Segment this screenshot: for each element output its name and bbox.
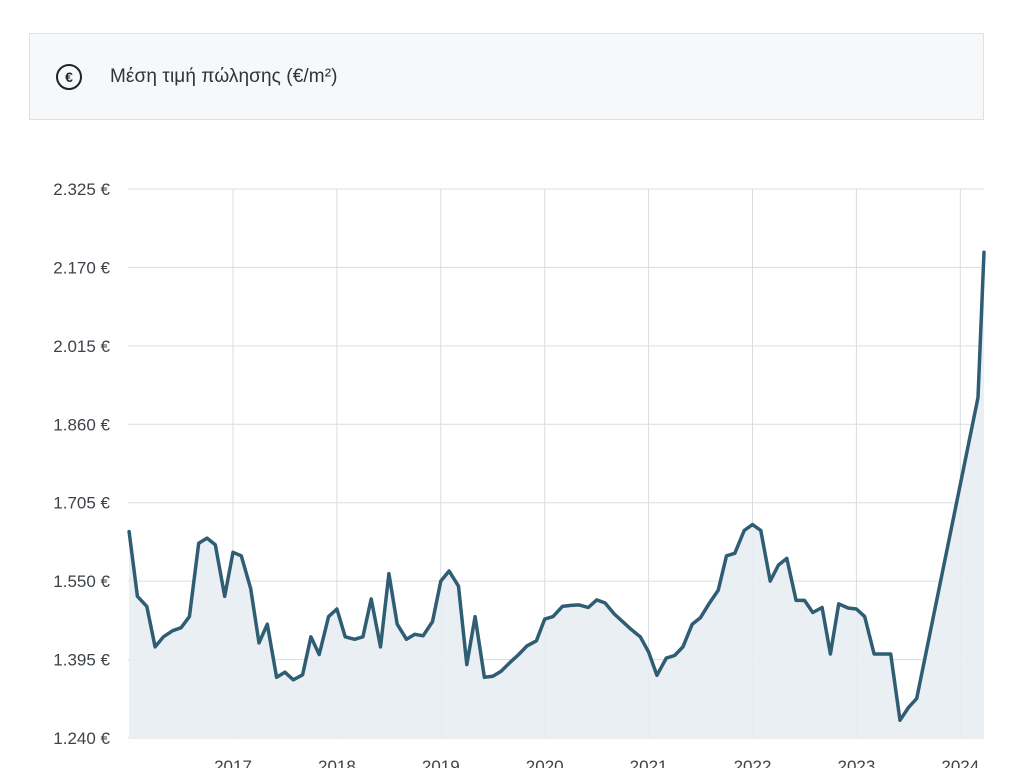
euro-circle-icon: € (55, 63, 83, 91)
x-tick-label: 2018 (318, 757, 356, 768)
x-tick-label: 2024 (941, 757, 979, 768)
y-tick-label: 1.240 € (53, 729, 110, 748)
chart-title: Μέση τιμή πώλησης (€/m²) (110, 65, 338, 87)
x-tick-label: 2020 (526, 757, 564, 768)
y-tick-label: 1.705 € (53, 494, 110, 513)
chart-header: € Μέση τιμή πώλησης (€/m²) (29, 33, 984, 120)
y-axis-labels: 1.240 € 1.395 € 1.550 € 1.705 € 1.860 € 2.015… (53, 180, 110, 748)
x-tick-label: 2017 (214, 757, 252, 768)
y-tick-label: 2.170 € (53, 258, 110, 277)
y-tick-label: 2.325 € (53, 180, 110, 199)
x-tick-label: 2023 (837, 757, 875, 768)
x-tick-label: 2022 (734, 757, 772, 768)
x-tick-label: 2021 (630, 757, 668, 768)
y-tick-label: 1.860 € (53, 415, 110, 434)
x-axis-labels: 2017 2018 2019 2020 2021 2022 2023 2024 (214, 757, 979, 768)
price-area (129, 252, 985, 738)
y-tick-label: 1.395 € (53, 651, 110, 670)
x-tick-label: 2019 (422, 757, 460, 768)
svg-text:€: € (65, 69, 73, 85)
y-tick-label: 1.550 € (53, 572, 110, 591)
price-line (127, 250, 986, 723)
y-tick-label: 2.015 € (53, 337, 110, 356)
price-chart: 1.240 € 1.395 € 1.550 € 1.705 € 1.860 € 2.015… (53, 180, 986, 768)
